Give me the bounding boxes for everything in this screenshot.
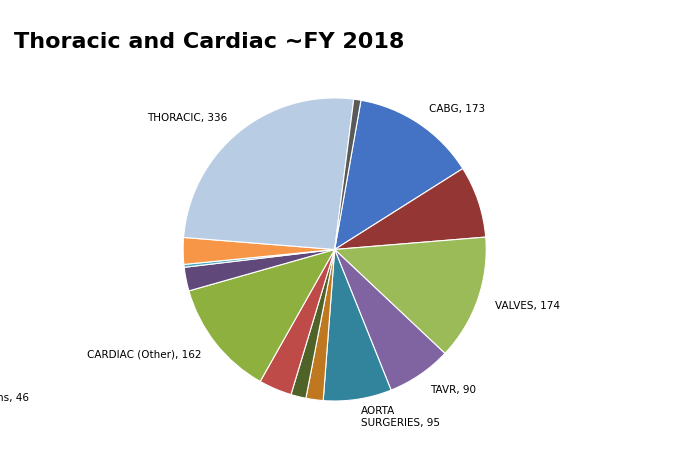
Wedge shape: [335, 169, 486, 249]
Text: VALVES, 174: VALVES, 174: [495, 301, 560, 310]
Wedge shape: [183, 237, 335, 264]
Wedge shape: [184, 98, 354, 249]
Wedge shape: [184, 249, 335, 291]
Wedge shape: [335, 99, 361, 249]
Text: THORACIC, 336: THORACIC, 336: [148, 113, 227, 123]
Text: Thoracic and Cardiac ~FY 2018: Thoracic and Cardiac ~FY 2018: [14, 32, 404, 52]
Text: CABG, 173: CABG, 173: [429, 103, 486, 114]
Wedge shape: [323, 249, 391, 401]
Wedge shape: [189, 249, 335, 382]
Wedge shape: [306, 249, 335, 401]
Wedge shape: [335, 237, 486, 353]
Text: CARDIAC (Other), 162: CARDIAC (Other), 162: [87, 349, 201, 359]
Wedge shape: [260, 249, 335, 395]
Wedge shape: [184, 249, 335, 267]
Text: TAVR, 90: TAVR, 90: [430, 385, 476, 395]
Text: AORTA
SURGERIES, 95: AORTA SURGERIES, 95: [361, 407, 440, 428]
Wedge shape: [335, 249, 445, 390]
Wedge shape: [291, 249, 335, 398]
Legend: CABG /
VALVE, 100, LUNG
Tx, 37, PEDS, 4, HEART Tx, 33, Lead Extractions, 46, ECM: CABG / VALVE, 100, LUNG Tx, 37, PEDS, 4,…: [0, 304, 32, 438]
Wedge shape: [335, 100, 463, 249]
